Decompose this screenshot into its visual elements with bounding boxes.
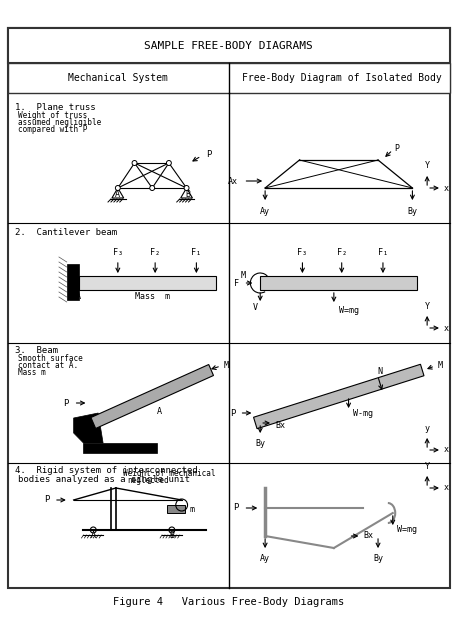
Text: B: B: [185, 190, 190, 198]
Text: Figure 4   Various Free-Body Diagrams: Figure 4 Various Free-Body Diagrams: [113, 597, 344, 607]
Text: F₁: F₁: [192, 248, 201, 257]
Text: Free-Body Diagram of Isolated Body: Free-Body Diagram of Isolated Body: [242, 73, 442, 83]
Text: M: M: [438, 360, 443, 370]
Text: m: m: [190, 504, 194, 514]
Text: Bx: Bx: [275, 421, 285, 431]
Text: N: N: [377, 368, 382, 376]
Text: SAMPLE FREE-BODY DIAGRAMS: SAMPLE FREE-BODY DIAGRAMS: [144, 41, 313, 51]
Bar: [67, 264, 79, 300]
Text: Ay: Ay: [260, 554, 270, 563]
Text: x: x: [444, 184, 449, 192]
Text: By: By: [407, 207, 418, 216]
Text: P: P: [395, 143, 400, 153]
Text: W=mg: W=mg: [397, 525, 417, 535]
Polygon shape: [83, 443, 157, 453]
Circle shape: [132, 161, 137, 166]
Text: A: A: [157, 407, 162, 415]
Text: By: By: [255, 439, 265, 448]
Text: Ax: Ax: [227, 177, 238, 185]
Text: A: A: [91, 530, 96, 540]
Text: y: y: [425, 424, 430, 433]
Text: B: B: [169, 530, 174, 540]
Polygon shape: [91, 365, 213, 428]
Text: B: B: [84, 423, 89, 431]
Text: bodies analyzed as a single unit: bodies analyzed as a single unit: [18, 475, 190, 484]
Text: x: x: [444, 483, 449, 493]
Text: Y: Y: [425, 462, 430, 471]
Text: F₂: F₂: [150, 248, 160, 257]
Polygon shape: [74, 413, 103, 443]
Text: M: M: [240, 271, 246, 279]
Text: P: P: [206, 150, 212, 158]
Text: x: x: [444, 323, 449, 332]
Text: Y: Y: [425, 161, 430, 170]
Text: x: x: [444, 446, 449, 454]
Text: P: P: [63, 399, 69, 407]
Text: W=mg: W=mg: [339, 305, 359, 315]
Text: F₁: F₁: [378, 248, 388, 257]
Bar: [8, 63, 450, 93]
Circle shape: [166, 161, 171, 166]
Text: 1.  Plane truss: 1. Plane truss: [15, 103, 96, 112]
Text: neglected: neglected: [128, 476, 169, 485]
Text: Smooth surface: Smooth surface: [18, 354, 82, 363]
Bar: [167, 505, 185, 513]
Text: assumed negligible: assumed negligible: [18, 118, 101, 127]
Circle shape: [116, 185, 120, 190]
Text: Mechanical System: Mechanical System: [68, 73, 168, 83]
Text: Y: Y: [425, 302, 430, 311]
Circle shape: [150, 185, 155, 190]
Text: 2.  Cantilever beam: 2. Cantilever beam: [15, 228, 117, 237]
Text: By: By: [373, 554, 383, 563]
Text: F₃: F₃: [297, 248, 308, 257]
Text: F₃: F₃: [113, 248, 123, 257]
Bar: [8, 28, 450, 63]
Text: A: A: [76, 292, 81, 300]
Text: Weight of truss: Weight of truss: [18, 111, 87, 120]
Bar: [260, 276, 418, 290]
Text: P: P: [44, 496, 49, 504]
Text: M: M: [224, 360, 229, 370]
Text: F: F: [233, 279, 239, 287]
Polygon shape: [254, 364, 424, 429]
Text: 3.  Beam: 3. Beam: [15, 346, 58, 355]
Text: Weight of mechanical: Weight of mechanical: [123, 469, 215, 478]
Text: 4.  Rigid system of interconnected: 4. Rigid system of interconnected: [15, 466, 198, 475]
Bar: [79, 276, 216, 290]
Text: Bx: Bx: [363, 531, 373, 541]
Circle shape: [184, 185, 189, 190]
Text: compared with P: compared with P: [18, 125, 87, 134]
Text: P: P: [233, 504, 239, 512]
Text: contact at A.: contact at A.: [18, 361, 78, 370]
Text: Ay: Ay: [260, 207, 270, 216]
Text: F₂: F₂: [337, 248, 347, 257]
Text: V: V: [253, 302, 258, 311]
Text: P: P: [230, 408, 236, 418]
Text: W-mg: W-mg: [354, 410, 373, 418]
Text: A: A: [114, 190, 119, 198]
Text: Mass m: Mass m: [18, 368, 45, 377]
Text: Mass  m: Mass m: [135, 292, 170, 300]
